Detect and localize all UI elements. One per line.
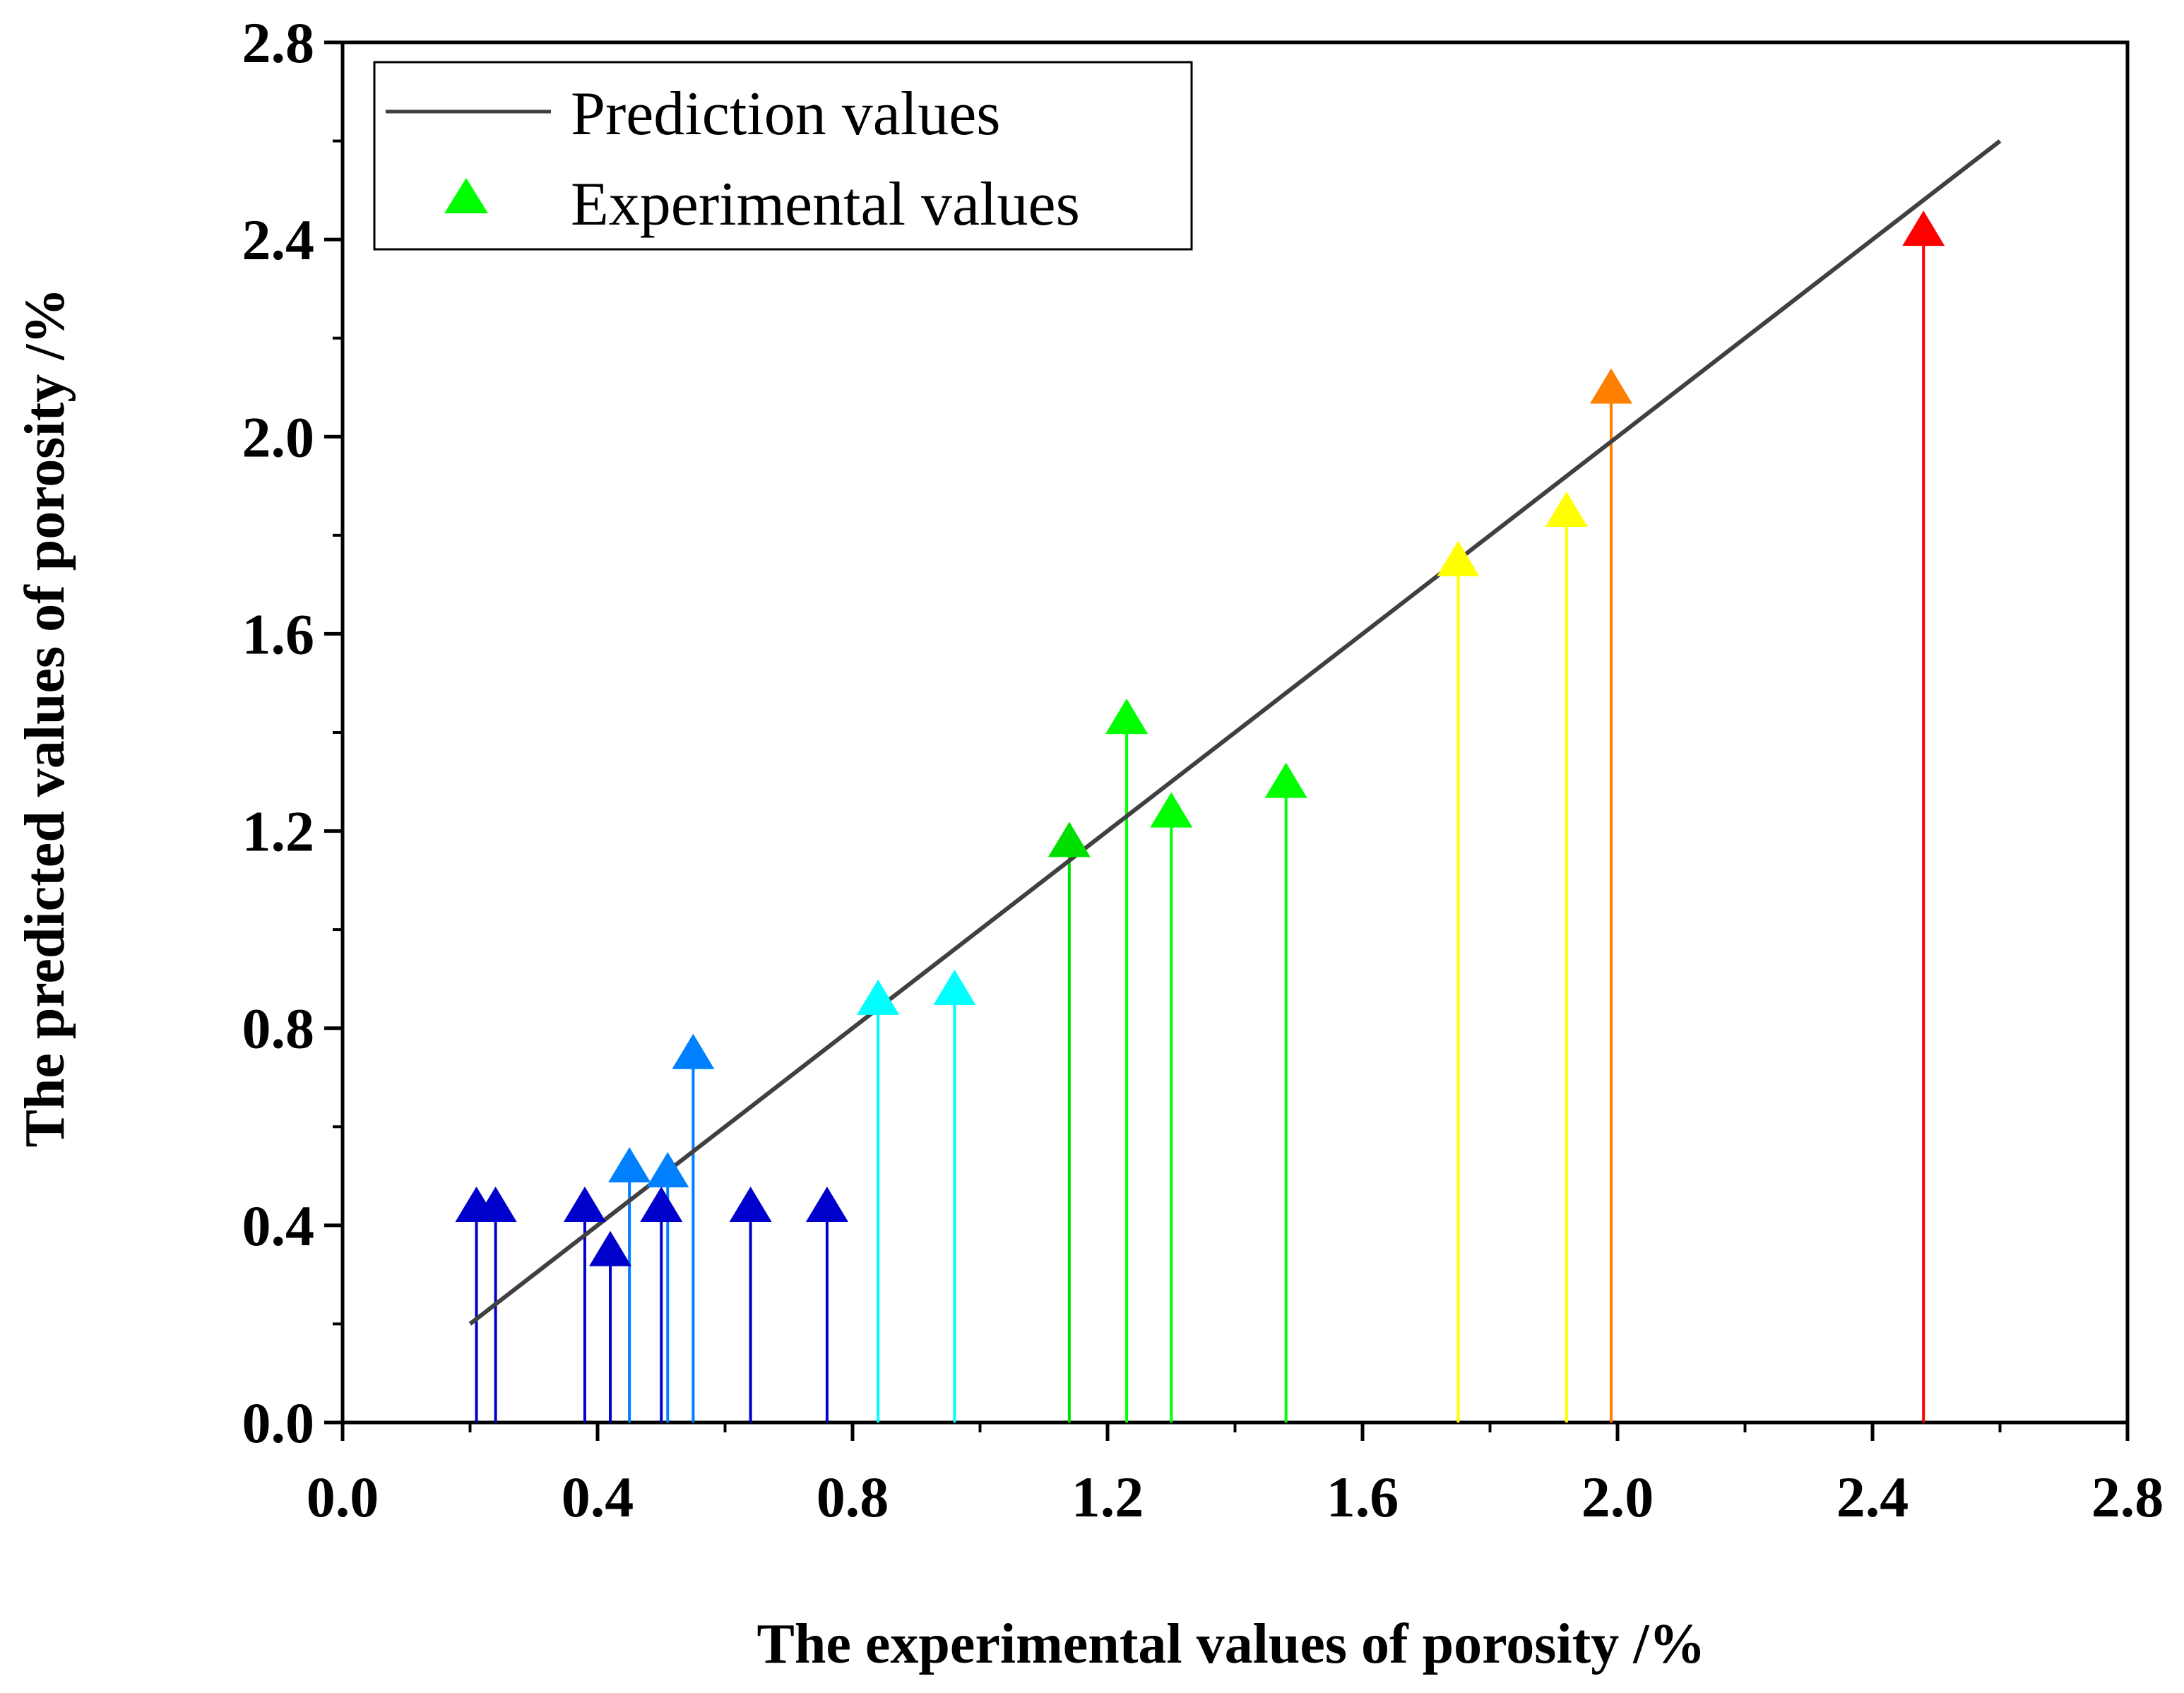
experimental-point-marker — [563, 1186, 606, 1222]
x-tick-label: 2.8 — [2091, 1465, 2164, 1529]
prediction-line-group — [468, 139, 2002, 1326]
experimental-point-marker — [1264, 762, 1307, 798]
x-axis-title: The experimental values of porosity /% — [757, 1613, 1706, 1675]
x-tick-label: 0.0 — [307, 1465, 379, 1529]
experimental-point-marker — [933, 969, 976, 1005]
experimental-point-marker — [1150, 792, 1193, 828]
x-tick-label: 0.4 — [562, 1465, 634, 1529]
legend: Prediction values Experimental values — [373, 61, 1193, 251]
x-tick-label: 1.6 — [1327, 1465, 1399, 1529]
x-tick-label: 0.8 — [817, 1465, 889, 1529]
experimental-point-marker — [589, 1230, 632, 1266]
x-tick-label: 2.4 — [1836, 1465, 1909, 1529]
y-tick-label: 2.0 — [242, 405, 315, 469]
experimental-point-marker — [640, 1186, 683, 1222]
experimental-point-marker — [608, 1147, 651, 1183]
prediction-line — [468, 139, 2002, 1326]
y-tick-label: 0.4 — [242, 1194, 315, 1258]
y-tick-label: 1.6 — [242, 602, 315, 666]
experimental-point-marker — [1589, 368, 1632, 404]
experimental-point-marker — [857, 979, 900, 1015]
y-axis-title: The predicted values of porosity /% — [14, 287, 76, 1147]
x-tick-label: 1.2 — [1072, 1465, 1144, 1529]
legend-triangle-swatch — [444, 178, 488, 213]
experimental-point-marker — [646, 1152, 689, 1188]
y-tick-label: 1.2 — [242, 800, 315, 864]
y-tick-label: 0.8 — [242, 997, 315, 1061]
experimental-point-marker — [1105, 699, 1149, 735]
legend-box — [373, 61, 1193, 251]
experimental-point-marker — [1902, 210, 1945, 246]
experimental-point-marker — [805, 1186, 848, 1222]
experimental-markers — [455, 210, 1945, 1266]
y-tick-label: 0.0 — [242, 1391, 315, 1455]
y-axis: 0.0 0.4 0.8 1.2 1.6 2.0 2.4 2.8 — [242, 11, 343, 1455]
y-tick-label: 2.8 — [242, 11, 315, 75]
experimental-point-marker — [1545, 491, 1588, 527]
experimental-point-marker — [474, 1186, 517, 1222]
legend-label-prediction: Prediction values — [571, 80, 1001, 148]
x-axis: 0.0 0.4 0.8 1.2 1.6 2.0 2.4 2.8 — [307, 1422, 2164, 1529]
x-tick-label: 2.0 — [1581, 1465, 1654, 1529]
experimental-point-marker — [1437, 540, 1480, 576]
experimental-point-marker — [729, 1186, 772, 1222]
experimental-point-marker — [1048, 821, 1091, 857]
experimental-point-marker — [672, 1033, 715, 1069]
legend-label-experimental: Experimental values — [571, 170, 1080, 239]
y-tick-label: 2.4 — [242, 208, 315, 272]
drop-lines — [475, 230, 1925, 1422]
